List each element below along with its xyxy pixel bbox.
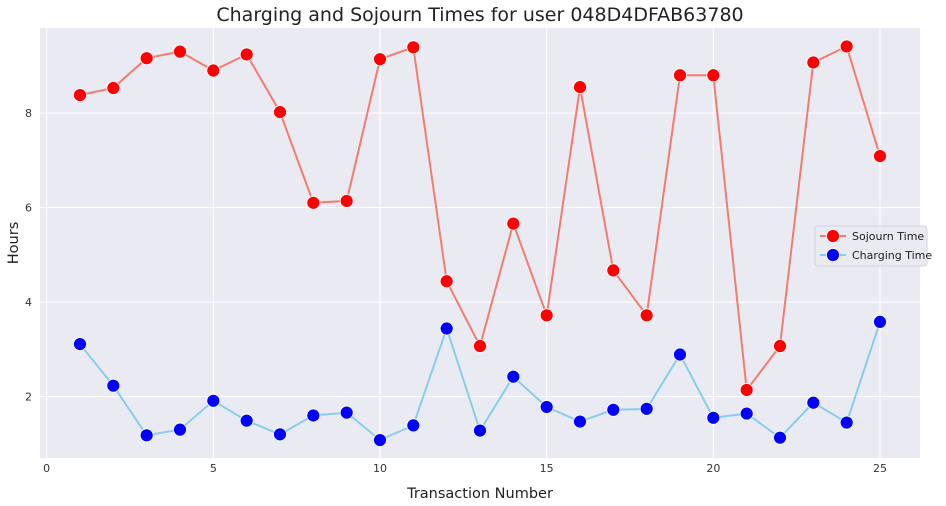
sojourn-time-series [73,39,887,397]
charging-time-series [73,315,887,447]
sojourn-time-point [573,80,587,94]
charging-time-point [839,415,854,430]
charging-time-point [373,433,387,447]
charging-time-point [639,401,654,416]
charging-time-point [506,369,521,384]
sojourn-time-point [673,68,687,83]
chart-title: Charging and Sojourn Times for user 048D… [216,4,743,26]
y-ticks: 2 4 6 8 [25,107,32,404]
y-tick-label: 6 [25,202,32,215]
charging-time-point [106,378,121,393]
sojourn-time-point [373,52,387,67]
charging-time-point [539,400,554,414]
sojourn-time-point [639,308,654,323]
charging-time-point [606,402,621,417]
x-tick-label: 25 [873,462,887,475]
sojourn-time-point [239,47,254,62]
sojourn-time-point [473,339,487,353]
charging-time-point [773,430,787,445]
charging-time-point [673,347,687,362]
x-ticks: 0 5 10 15 20 25 [43,462,887,475]
sojourn-time-legend-label: Sojourn Time [852,230,924,243]
sojourn-time-point [439,274,454,289]
sojourn-time-point [339,194,354,208]
charging-time-point [239,413,254,428]
legend: Sojourn Time Charging Time [814,225,932,267]
sojourn-time-point [73,88,87,102]
x-tick-label: 5 [210,462,217,475]
y-tick-label: 4 [25,296,32,309]
series-group [73,39,887,447]
charging-time-point [206,393,221,408]
charging-time-point [139,428,154,443]
x-axis-label: Transaction Number [406,486,553,502]
plot-background [40,28,920,458]
charging-time-point [439,321,454,336]
charging-time-point [473,423,487,438]
sojourn-time-point [506,216,521,231]
charging-time-point [306,408,321,423]
sojourn-time-legend-marker [826,229,840,243]
sojourn-time-point [873,149,887,163]
sojourn-time-point [106,81,121,95]
sojourn-time-point [706,68,721,83]
charging-time-legend-label: Charging Time [852,249,932,262]
sojourn-time-point [406,40,421,55]
sojourn-time-point [839,39,854,54]
charging-time-point [573,414,587,429]
sojourn-time-point [739,383,754,397]
y-tick-label: 8 [25,107,32,120]
sojourn-time-point [806,55,821,70]
charging-time-point [273,427,287,442]
x-tick-label: 20 [706,462,720,475]
charging-time-legend-marker [826,248,840,262]
charging-time-point [806,395,821,410]
charging-time-point [739,406,754,421]
x-tick-label: 10 [373,462,387,475]
charging-time-point [339,405,354,420]
sojourn-time-point [139,51,154,66]
x-tick-label: 15 [540,462,554,475]
sojourn-time-point [306,195,321,210]
sojourn-time-point [173,44,187,59]
y-tick-label: 2 [25,391,32,404]
sojourn-time-point [606,263,621,278]
sojourn-time-point [273,105,287,120]
charging-time-point [406,418,421,433]
sojourn-time-point [539,308,554,323]
x-tick-label: 0 [43,462,50,475]
charging-time-point [706,410,721,425]
sojourn-time-point [206,63,221,78]
charging-time-point [873,315,887,329]
charging-time-point [173,422,187,437]
charging-time-point [73,337,87,352]
y-axis-label: Hours [6,222,22,264]
sojourn-time-point [773,339,787,353]
